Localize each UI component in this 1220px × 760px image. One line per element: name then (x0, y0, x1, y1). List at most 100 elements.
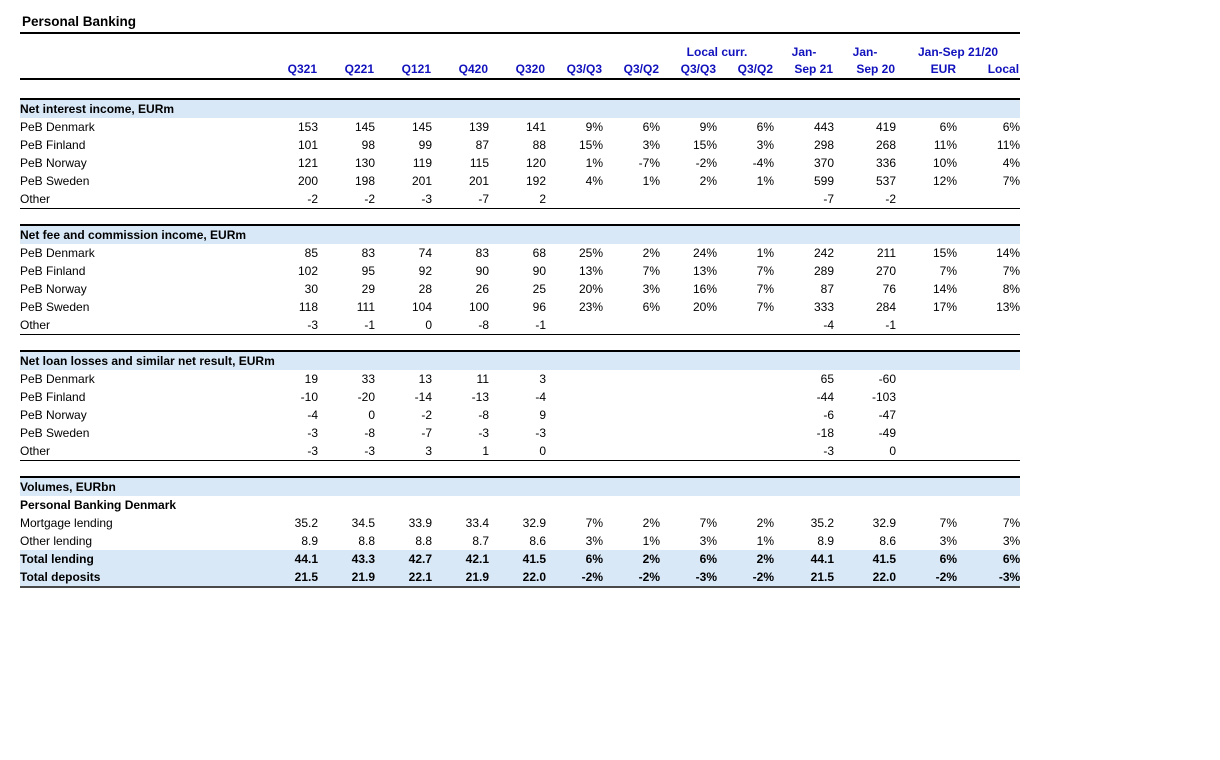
header-group-jan-sep21: Jan- (791, 45, 817, 59)
value-cell: 1% (642, 174, 660, 188)
value-cell: 87 (475, 138, 489, 152)
value-cell (717, 190, 774, 209)
value-cell: 2% (603, 550, 660, 568)
value-cell: 16% (692, 282, 717, 296)
value-cell: 3 (375, 442, 432, 461)
table-sections: Net interest income, EURm PeB Denmark 153 1… (20, 98, 1021, 588)
value-cell: 68 (532, 246, 546, 260)
value-cell: 121 (297, 156, 318, 170)
value-cell: -8 (432, 316, 489, 335)
value-cell: -103 (871, 390, 896, 404)
section-header-row: Net loan losses and similar net result, … (20, 350, 1021, 370)
row-label: Other lending (20, 534, 93, 548)
value-cell: 11 (476, 372, 489, 386)
value-cell: 130 (354, 156, 375, 170)
value-cell: 15% (932, 246, 957, 260)
value-cell: -3 (307, 426, 318, 440)
value-cell: 333 (813, 300, 834, 314)
value-cell: -7 (421, 426, 432, 440)
value-cell: 32.9 (522, 516, 546, 530)
value-cell: 419 (875, 120, 896, 134)
value-cell: 9 (539, 408, 546, 422)
value-cell: 192 (525, 174, 546, 188)
value-cell: 34.5 (351, 516, 375, 530)
value-cell (896, 316, 957, 335)
value-cell: 7% (939, 264, 957, 278)
column-header: Q121 (401, 62, 431, 76)
value-cell: 7% (1002, 174, 1021, 188)
value-cell (546, 406, 603, 424)
value-cell: -3 (261, 442, 318, 461)
value-cell: 25 (532, 282, 546, 296)
value-cell (660, 406, 717, 424)
table-row: Total lending 44.1 43.3 42.7 42.1 41.5 6% 2% 6% 2… (20, 550, 1021, 568)
column-header: Local (987, 62, 1020, 76)
value-cell: -4 (535, 390, 546, 404)
value-cell (603, 388, 660, 406)
row-label: Mortgage lending (20, 516, 113, 530)
value-cell: 21.5 (261, 568, 318, 588)
column-header: Q321 (287, 62, 317, 76)
value-cell: 8.9 (301, 534, 318, 548)
value-cell: 32.9 (872, 516, 896, 530)
value-cell: 30 (304, 282, 318, 296)
value-cell: 65 (820, 372, 834, 386)
value-cell: 6% (642, 300, 660, 314)
value-cell: 2% (642, 516, 660, 530)
value-cell: 270 (875, 264, 896, 278)
value-cell: -6 (823, 408, 834, 422)
value-cell: 11% (933, 138, 957, 152)
value-cell: 99 (418, 138, 432, 152)
value-cell: 21.5 (774, 568, 834, 588)
value-cell: -8 (478, 408, 489, 422)
table-row: Other -3 -3 3 1 0 -3 0 (20, 442, 1021, 461)
table-row: PeB Finland -10 -20 -14 -13 -4 -44 -103 (20, 388, 1020, 406)
value-cell (957, 406, 1020, 424)
value-cell: 35.2 (294, 516, 318, 530)
value-cell (546, 370, 603, 388)
value-cell (546, 442, 603, 461)
value-cell: -3 (375, 190, 432, 209)
value-cell: 289 (813, 264, 834, 278)
value-cell: -13 (471, 390, 489, 404)
value-cell: 4% (585, 174, 603, 188)
row-label: PeB Sweden (20, 426, 90, 440)
column-header: Q3/Q2 (737, 62, 774, 76)
value-cell: 111 (356, 300, 375, 314)
table-row: PeB Sweden -3 -8 -7 -3 -3 -18 -49 (20, 424, 1020, 442)
value-cell (957, 190, 1021, 209)
value-cell (261, 496, 318, 514)
value-cell: 26 (475, 282, 489, 296)
table-row: PeB Norway 30 29 28 26 25 20% 3% 16% 7% 87 76 14% 8% (20, 280, 1020, 298)
value-cell: 13% (578, 264, 603, 278)
value-cell: -8 (364, 426, 375, 440)
value-cell (546, 496, 603, 514)
value-cell: 201 (411, 174, 432, 188)
value-cell: 13 (418, 372, 432, 386)
value-cell: 15% (578, 138, 603, 152)
section-title: Net fee and commission income, EURm (20, 224, 1021, 244)
value-cell: 92 (418, 264, 432, 278)
value-cell: 33.4 (465, 516, 489, 530)
value-cell: 7% (642, 264, 660, 278)
value-cell: 74 (418, 246, 432, 260)
value-cell (834, 496, 896, 514)
value-cell: 8.8 (415, 534, 432, 548)
row-label: Other (20, 316, 261, 335)
personal-banking-table: Personal Banking Local curr. Jan- Jan- Jan-… (20, 14, 1021, 588)
value-cell: 2% (642, 246, 660, 260)
value-cell: 35.2 (810, 516, 834, 530)
value-cell: -3 (774, 442, 834, 461)
value-cell (375, 496, 432, 514)
value-cell: 23% (578, 300, 603, 314)
value-cell: 83 (361, 246, 375, 260)
table-row: Other lending 8.9 8.8 8.8 8.7 8.6 3% 1% 3% 1% 8.9 8… (20, 532, 1020, 550)
value-cell: 7% (756, 282, 774, 296)
value-cell: -4 (774, 316, 834, 335)
row-label: Other (20, 190, 261, 209)
value-cell (717, 496, 774, 514)
value-cell: -44 (816, 390, 834, 404)
value-cell: 6% (660, 550, 717, 568)
table-row: PeB Denmark 19 33 13 11 3 65 -60 (20, 370, 1020, 388)
value-cell (603, 406, 660, 424)
